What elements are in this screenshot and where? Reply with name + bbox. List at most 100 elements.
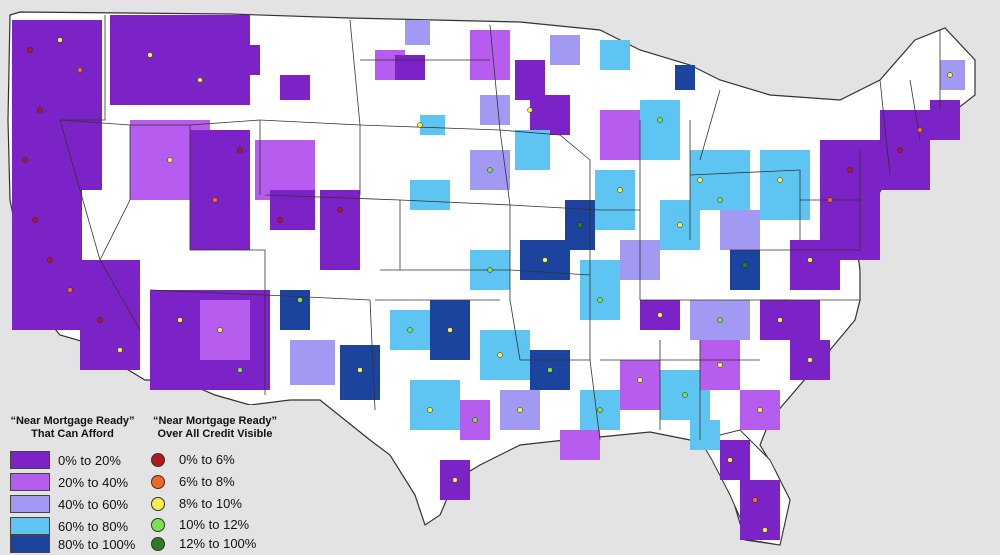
msa-dot	[487, 167, 493, 173]
legend-swatch	[10, 495, 50, 513]
legend-dot: “Near Mortgage Ready” Over All Credit Vi…	[140, 415, 290, 441]
legend-dot-label: 12% to 100%	[179, 536, 257, 551]
state-borders	[59, 15, 941, 441]
legend-background	[0, 405, 300, 555]
legend-dot-label: 0% to 6%	[179, 452, 235, 467]
msa-dot	[637, 377, 643, 383]
legend-fill-label: 0% to 20%	[58, 452, 121, 468]
msa-region	[515, 130, 550, 170]
msa-dot	[407, 327, 413, 333]
msa-dot	[757, 407, 763, 413]
msa-region	[530, 95, 570, 135]
legend-fill-item: 0% to 20%	[10, 451, 121, 469]
msa-region	[760, 150, 810, 220]
msa-region	[405, 20, 430, 45]
msa-dot	[947, 72, 953, 78]
msa-dot	[697, 177, 703, 183]
legend-fill-item: 60% to 80%	[10, 517, 128, 535]
msa-region	[320, 190, 360, 270]
msa-dot	[217, 327, 223, 333]
msa-dot	[542, 257, 548, 263]
msa-region	[640, 100, 680, 160]
msa-dot	[212, 197, 218, 203]
legend-fill-item: 80% to 100%	[10, 535, 135, 553]
msa-region	[675, 65, 695, 90]
msa-dot	[27, 47, 33, 53]
msa-region	[720, 210, 760, 250]
msa-region	[880, 110, 930, 190]
msa-dot	[597, 407, 603, 413]
legend-dot-item: 0% to 6%	[151, 452, 235, 467]
msa-region	[740, 480, 780, 540]
legend-fill-label: 80% to 100%	[58, 536, 136, 552]
msa-dot	[177, 317, 183, 323]
msa-region	[290, 340, 335, 385]
msa-dot	[97, 317, 103, 323]
legend-dot-item: 12% to 100%	[151, 536, 256, 551]
msa-region	[930, 100, 960, 140]
msa-dot	[897, 147, 903, 153]
msa-region	[580, 260, 620, 320]
msa-region	[470, 30, 510, 80]
legend-dot-marker	[151, 536, 165, 551]
msa-dot	[67, 287, 73, 293]
msa-dot	[682, 392, 688, 398]
legend-fill-title-line2: That Can Afford	[31, 428, 114, 440]
legend-fill-title-line1: “Near Mortgage Ready”	[10, 415, 135, 427]
legend-fill-label: 60% to 80%	[58, 518, 129, 534]
msa-dot	[427, 407, 433, 413]
msa-dot	[22, 157, 28, 163]
msa-region	[515, 60, 545, 100]
msa-region	[230, 45, 260, 75]
legend-dot-label: 10% to 12%	[179, 517, 250, 532]
msa-region	[730, 250, 760, 290]
msa-dot	[57, 37, 63, 43]
msa-dot	[752, 497, 758, 503]
legend-dot-item: 8% to 10%	[151, 496, 242, 511]
msa-dot	[497, 352, 503, 358]
msa-dot	[32, 217, 38, 223]
msa-region	[560, 430, 600, 460]
msa-region	[620, 360, 660, 410]
msa-dot	[337, 207, 343, 213]
msa-dot	[717, 197, 723, 203]
msa-dot	[807, 257, 813, 263]
legend-dot-label: 6% to 8%	[179, 474, 235, 489]
msa-dot	[827, 197, 833, 203]
msa-region	[110, 15, 250, 105]
legend-swatch	[10, 473, 50, 491]
msa-dot	[197, 77, 203, 83]
legend-dot-marker	[151, 517, 165, 532]
msa-region	[550, 35, 580, 65]
msa-dot	[357, 367, 363, 373]
msa-dot	[847, 167, 853, 173]
msa-dot	[597, 297, 603, 303]
msa-dot	[717, 362, 723, 368]
legend-swatch	[10, 451, 50, 469]
msa-region	[12, 190, 82, 330]
msa-region	[420, 115, 445, 135]
msa-region	[280, 75, 310, 100]
msa-dot	[807, 357, 813, 363]
msa-dot	[917, 127, 923, 133]
msa-dot	[237, 367, 243, 373]
msa-region	[80, 260, 140, 370]
msa-region	[480, 330, 530, 380]
legend-dot-marker	[151, 474, 165, 489]
legend-dot-title-line1: “Near Mortgage Ready”	[152, 415, 278, 427]
legend-fill-label: 20% to 40%	[58, 474, 129, 490]
msa-dot	[487, 267, 493, 273]
msa-dot	[717, 317, 723, 323]
msa-region	[600, 40, 630, 70]
msa-dot	[277, 217, 283, 223]
msa-dot	[617, 187, 623, 193]
msa-dot	[147, 52, 153, 58]
legend-dot-marker	[151, 496, 165, 511]
msa-dot	[37, 107, 43, 113]
msa-dot	[657, 117, 663, 123]
msa-regions	[12, 15, 965, 540]
msa-dot	[77, 67, 83, 73]
msa-dot	[547, 367, 553, 373]
legend-fill: “Near Mortgage Ready” That Can Afford	[0, 415, 145, 441]
legend-dot-item: 10% to 12%	[151, 517, 249, 532]
